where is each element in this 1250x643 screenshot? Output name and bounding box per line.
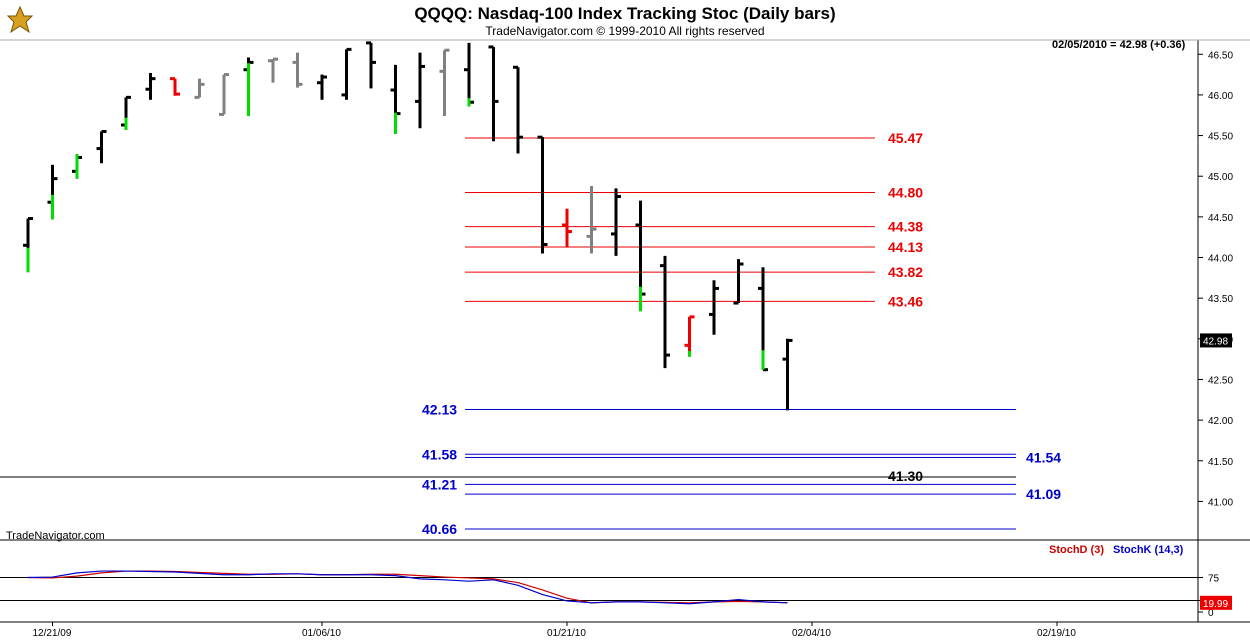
date-tick-label: 01/06/10: [302, 628, 341, 639]
chart-title: QQQQ: Nasdaq-100 Index Tracking Stoc (Da…: [414, 4, 836, 23]
price-tick-label: 41.50: [1208, 457, 1233, 468]
chart-texts: 02/05/2010 = 42.98 (+0.36) TradeNavigator…: [6, 39, 1186, 542]
price-tick-label: 42.50: [1208, 375, 1233, 386]
stoch-last-label: 19.99: [1203, 599, 1228, 610]
price-tick-label: 46.00: [1208, 91, 1233, 102]
blue-level-label: 41.58: [422, 446, 457, 462]
blue-right-level-label: 41.54: [1026, 450, 1061, 466]
date-tick-label: 02/19/10: [1037, 628, 1076, 639]
price-tick-label: 41.00: [1208, 497, 1233, 508]
blue-level-label: 40.66: [422, 521, 457, 537]
stochK-legend: StochK (14,3): [1113, 544, 1184, 556]
price-tick-label: 45.00: [1208, 172, 1233, 183]
red-level-label: 43.82: [888, 264, 923, 280]
stoch-tick-label: 75: [1208, 574, 1220, 585]
price-tick-label: 45.50: [1208, 132, 1233, 143]
logo-icon: [6, 5, 34, 34]
level-lines: 45.47 44.80 44.38 44.13 43.82 43.46 42.13 41.58…: [0, 130, 1061, 537]
stoch-series-line: [27, 570, 788, 605]
stochD-legend: StochD (3): [1049, 544, 1104, 556]
price-bars: [23, 41, 793, 411]
chart-frame: [0, 39, 1250, 623]
red-level-label: 44.80: [888, 184, 923, 200]
price-tick-label: 46.50: [1208, 50, 1233, 61]
red-level-label: 44.38: [888, 219, 923, 235]
date-tick-label: 02/04/10: [792, 628, 831, 639]
black-level-label: 41.30: [888, 468, 923, 484]
stoch-tick-label: 0: [1208, 608, 1214, 619]
price-axis: 46.5046.0045.5045.0044.5044.0043.5043.00…: [1198, 50, 1233, 508]
red-level-label: 43.46: [888, 293, 923, 309]
price-tick-label: 43.50: [1208, 294, 1233, 305]
last-info: 02/05/2010 = 42.98 (+0.36): [1052, 39, 1186, 51]
red-level-label: 44.13: [888, 239, 923, 255]
date-tick-label: 12/21/09: [33, 628, 72, 639]
date-axis: 12/21/09 01/06/10 01/21/10 02/04/10 02/19/10: [33, 622, 1076, 639]
watermark: TradeNavigator.com: [6, 530, 105, 542]
chart-subtitle: TradeNavigator.com © 1999-2010 All right…: [485, 24, 765, 38]
price-tick-label: 44.00: [1208, 254, 1233, 265]
red-level-label: 45.47: [888, 130, 923, 146]
date-tick-label: 01/21/10: [547, 628, 586, 639]
blue-right-level-label: 41.09: [1026, 486, 1061, 502]
price-tick-label: 44.50: [1208, 213, 1233, 224]
price-tick-label: 42.00: [1208, 416, 1233, 427]
stoch-last-box: [1200, 595, 1232, 610]
chart-header: QQQQ: Nasdaq-100 Index Tracking Stoc (Da…: [0, 0, 1250, 40]
stoch-series-line: [27, 570, 788, 604]
last-price-box: [1200, 333, 1232, 348]
blue-level-label: 42.13: [422, 402, 457, 418]
blue-level-label: 41.21: [422, 476, 457, 492]
last-price-label: 42.98: [1203, 336, 1228, 347]
